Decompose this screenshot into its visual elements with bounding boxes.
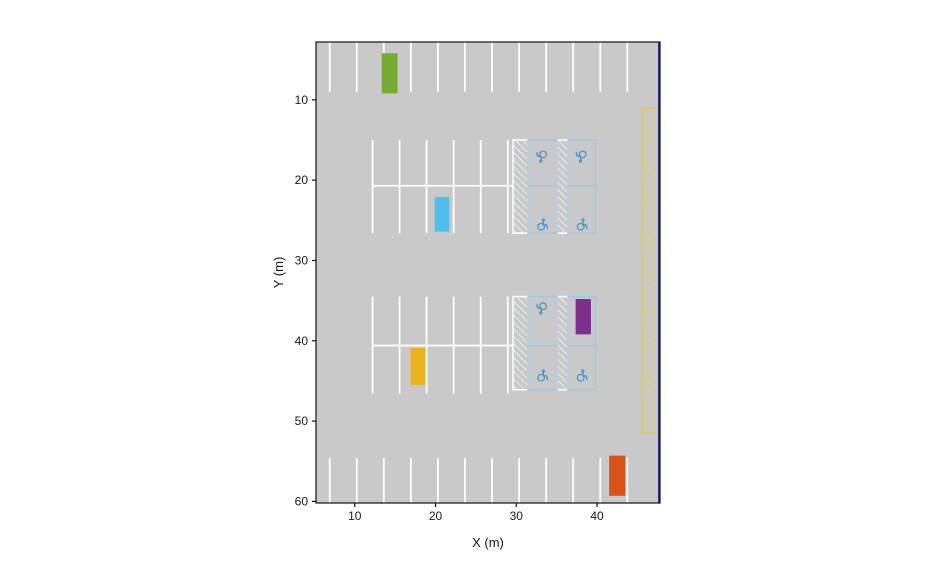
- wheelchair-icon: [576, 218, 588, 231]
- y-tick-label: 10: [295, 93, 309, 107]
- x-axis-label: X (m): [472, 535, 504, 550]
- wheelchair-icon: [576, 369, 588, 382]
- x-tick-label: 30: [510, 509, 524, 523]
- car-yellow: [410, 347, 426, 385]
- car-green: [381, 53, 398, 94]
- car-purple: [575, 299, 591, 335]
- y-axis-label: Y (m): [271, 257, 286, 289]
- y-tick-label: 30: [295, 253, 309, 267]
- y-tick-label: 50: [295, 414, 309, 428]
- stall-row-bottom: [328, 458, 629, 503]
- wheelchair-icon: [537, 369, 549, 382]
- lot-surface: [316, 42, 660, 503]
- car-orange: [609, 455, 626, 496]
- x-tick-label: 10: [348, 509, 362, 523]
- access-aisle: [512, 139, 529, 234]
- y-tick-label: 40: [295, 334, 309, 348]
- wheelchair-icon: [536, 302, 548, 315]
- accessible-stall: [567, 344, 597, 391]
- no-parking-zone: [641, 107, 660, 434]
- access-aisle: [556, 295, 569, 391]
- y-tick-label: 20: [295, 173, 309, 187]
- access-aisle: [556, 139, 569, 234]
- accessible-stall: [527, 185, 558, 234]
- accessible-stall: [527, 344, 558, 391]
- x-tick-label: 40: [590, 509, 604, 523]
- wheelchair-icon: [575, 150, 587, 163]
- axes-decorations: 10 20 30 40 10 20 30 40 50 60: [295, 41, 661, 523]
- car-cyan: [434, 197, 450, 232]
- x-tick-label: 20: [429, 509, 443, 523]
- y-tick-label: 60: [295, 494, 309, 508]
- axes-frame: [315, 41, 661, 504]
- plot-content: [316, 42, 660, 503]
- accessible-stall: [567, 185, 597, 234]
- access-aisle: [512, 295, 529, 391]
- stall-row-top: [328, 42, 629, 92]
- wheelchair-icon: [536, 150, 548, 163]
- wheelchair-icon: [537, 218, 549, 231]
